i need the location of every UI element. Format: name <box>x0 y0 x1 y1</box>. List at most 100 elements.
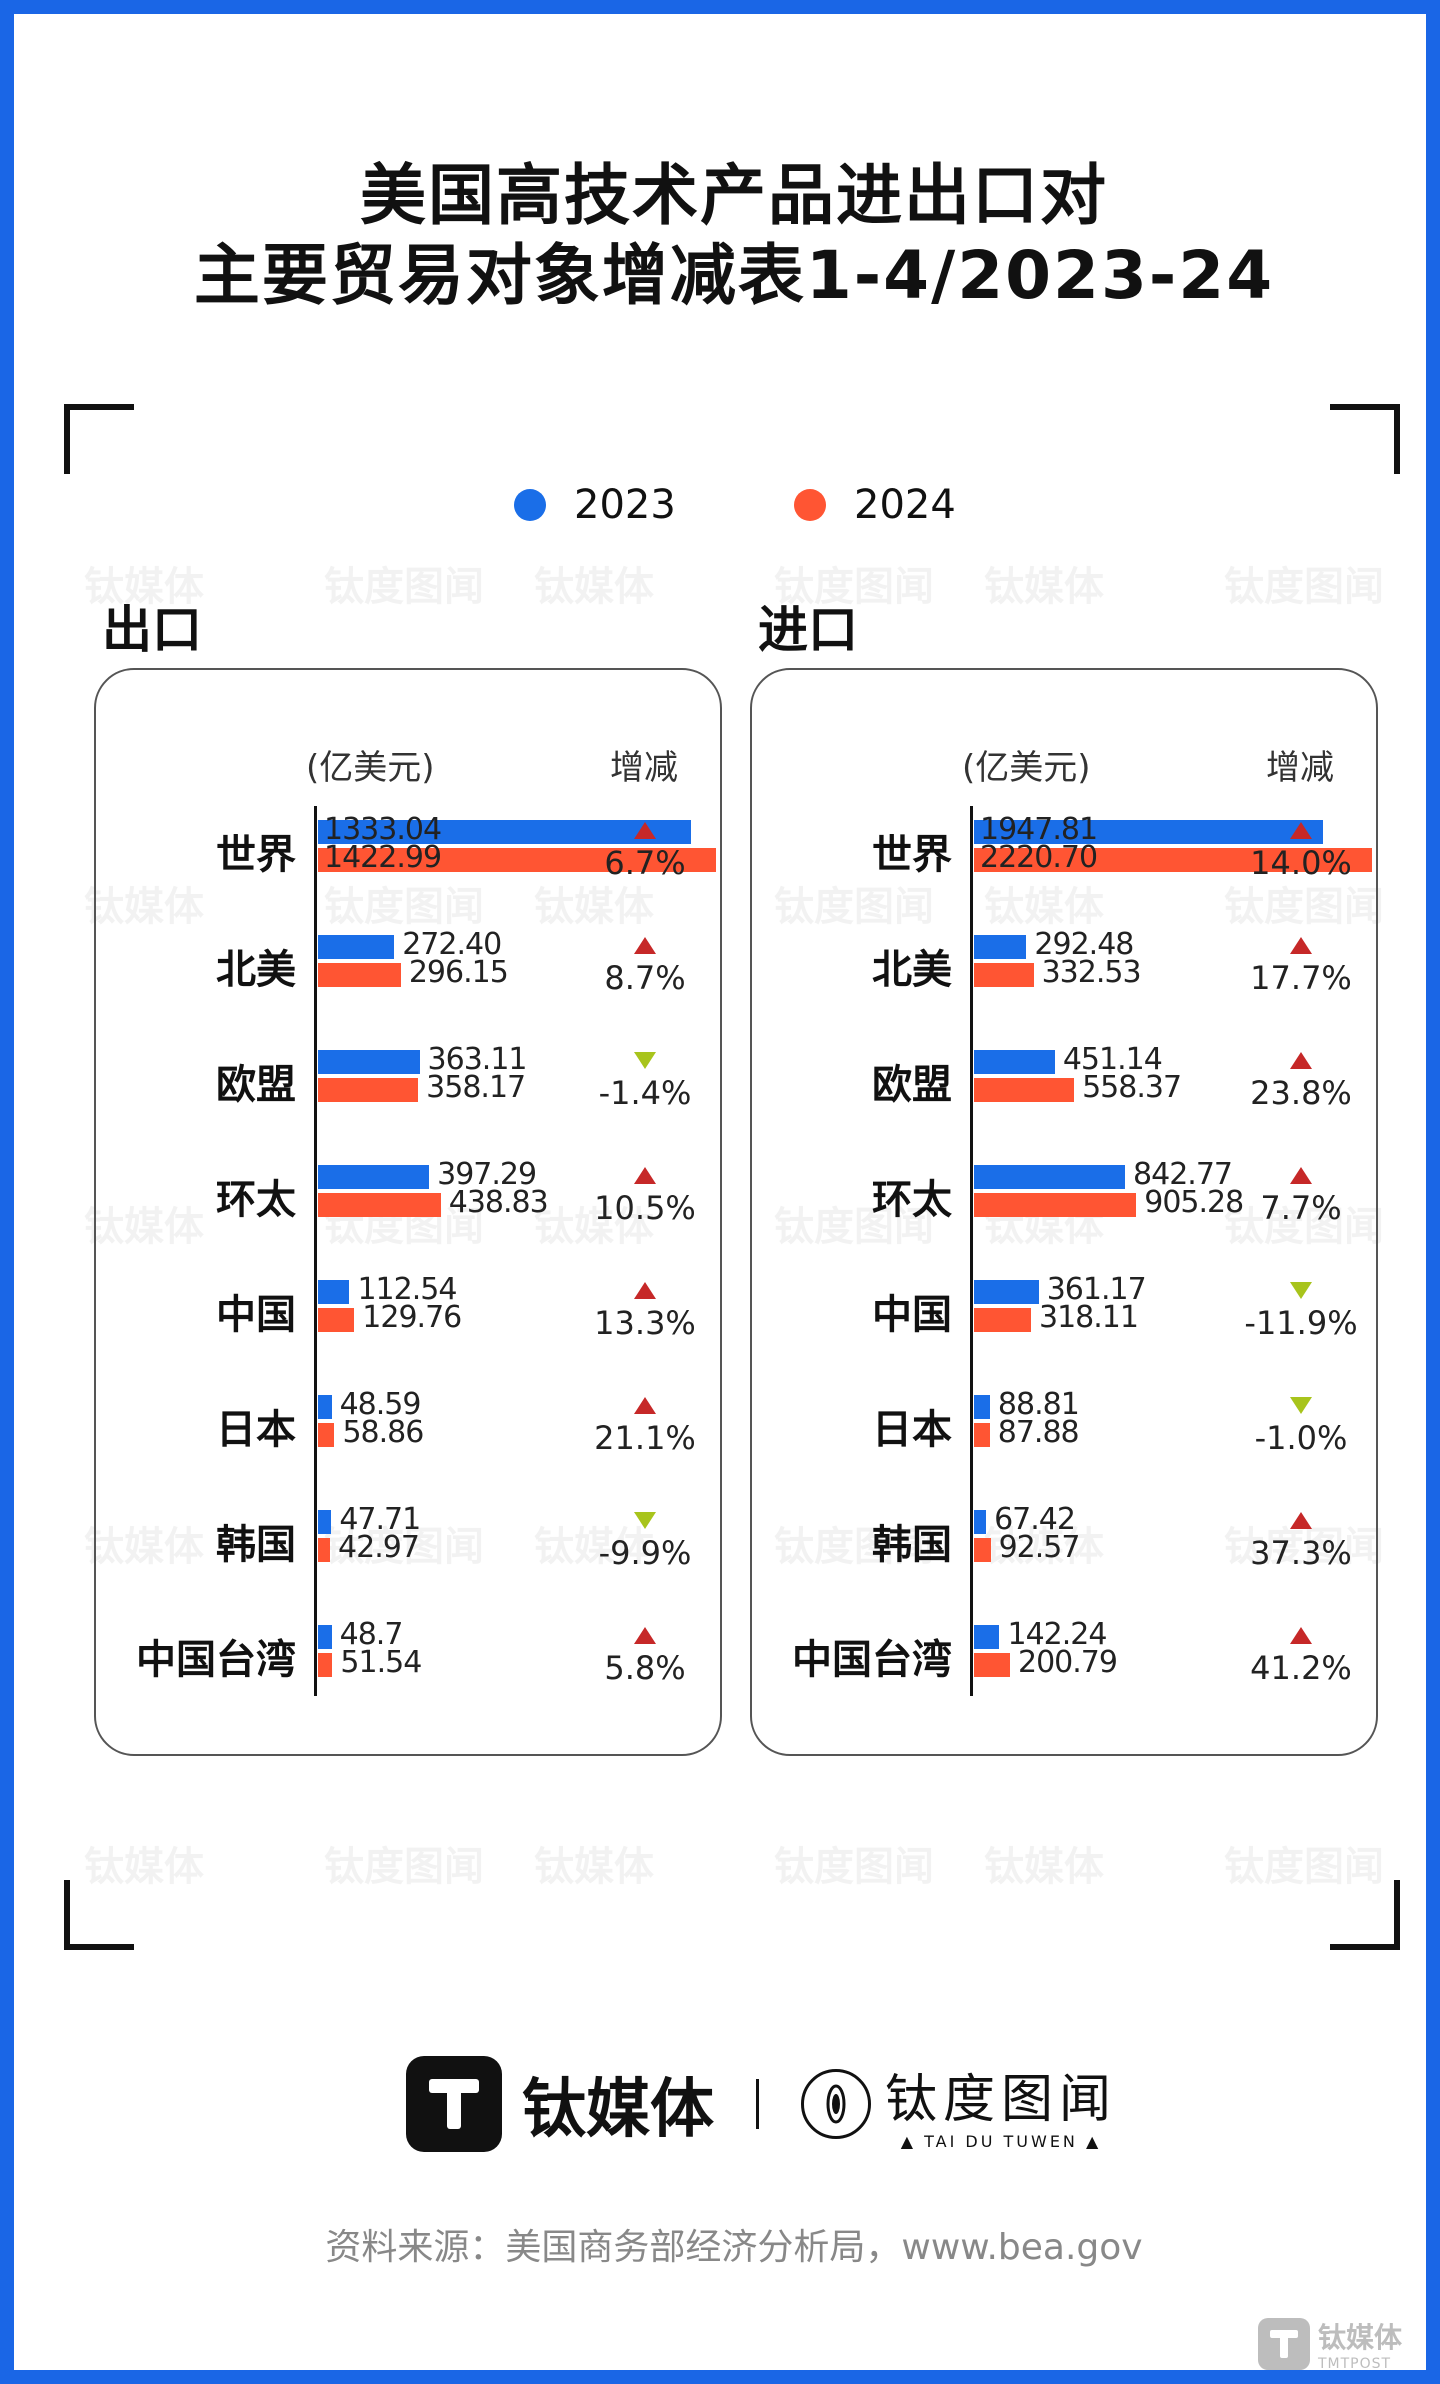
change-percent: 7.7% <box>1260 1189 1342 1227</box>
row-label: 环太 <box>872 1177 952 1223</box>
watermark: 钛度图闻 <box>324 1844 484 1890</box>
up-arrow-icon <box>634 1167 656 1184</box>
bar-2023 <box>974 1165 1126 1189</box>
export-panel: (亿美元) 增减 世界 1333.04 1422.99 6.7% 北美 272.40 296… <box>94 668 722 1756</box>
corner-bracket-bottom-right <box>1330 1880 1400 1950</box>
value-label-2024: 905.28 <box>1144 1185 1244 1220</box>
change-percent: -1.0% <box>1254 1419 1348 1457</box>
legend-dot-2024 <box>794 489 826 521</box>
value-label-2024: 58.86 <box>342 1415 424 1450</box>
brand-separator <box>756 2079 759 2129</box>
title-line-1: 美国高技术产品进出口对 <box>360 157 1108 234</box>
bar-2024 <box>318 848 716 872</box>
change-percent: 6.7% <box>604 844 686 882</box>
value-label-2024: 2220.70 <box>980 840 1098 875</box>
bar-2024 <box>318 1423 335 1447</box>
row-label: 中国 <box>216 1292 296 1338</box>
row-label: 中国台湾 <box>136 1637 296 1683</box>
change-percent: 21.1% <box>594 1419 696 1457</box>
watermark: 钛度图闻 <box>774 1844 934 1890</box>
row-label: 日本 <box>872 1407 952 1453</box>
up-arrow-icon <box>634 1397 656 1414</box>
down-arrow-icon <box>634 1052 656 1069</box>
value-label-2023: 272.40 <box>402 927 502 962</box>
bar-2023 <box>318 1510 332 1534</box>
import-panel: (亿美元) 增减 世界 1947.81 2220.70 14.0% 北美 292.48 33… <box>750 668 1378 1756</box>
bar-2024 <box>318 1308 355 1332</box>
section-label-export: 出口 <box>102 601 202 659</box>
bar-2024 <box>974 848 1372 872</box>
row-label: 韩国 <box>216 1522 296 1568</box>
legend-item-2024: 2024 <box>794 480 956 530</box>
corner-bracket-top-left <box>64 404 134 474</box>
up-arrow-icon <box>634 1282 656 1299</box>
value-label-2023: 48.7 <box>339 1617 404 1652</box>
row-label: 中国台湾 <box>792 1637 952 1683</box>
bar-2023 <box>974 820 1324 844</box>
up-arrow-icon <box>1290 1052 1312 1069</box>
value-label-2023: 842.77 <box>1133 1157 1233 1192</box>
up-arrow-icon <box>634 822 656 839</box>
value-label-2023: 1333.04 <box>324 812 442 847</box>
watermark: 钛度图闻 <box>1224 564 1384 610</box>
value-label-2023: 47.71 <box>339 1502 421 1537</box>
watermark: 钛媒体 <box>984 564 1104 610</box>
down-arrow-icon <box>1290 1282 1312 1299</box>
bar-2023 <box>974 1395 990 1419</box>
change-header: 增减 <box>610 748 678 788</box>
value-label-2023: 67.42 <box>994 1502 1076 1537</box>
legend-item-2023: 2023 <box>514 480 676 530</box>
value-label-2023: 112.54 <box>357 1272 457 1307</box>
value-label-2024: 558.37 <box>1082 1070 1182 1105</box>
bar-2024 <box>318 1078 419 1102</box>
change-percent: -9.9% <box>598 1534 692 1572</box>
row-label: 中国 <box>872 1292 952 1338</box>
value-label-2024: 332.53 <box>1041 955 1142 990</box>
brand2-name: 钛度图闻 <box>885 2070 1118 2130</box>
bar-2024 <box>974 1653 1010 1677</box>
change-percent: 17.7% <box>1250 959 1352 997</box>
value-label-2024: 51.54 <box>340 1645 422 1680</box>
value-label-2023: 451.14 <box>1062 1042 1163 1077</box>
change-percent: -1.4% <box>598 1074 692 1112</box>
value-label-2024: 129.76 <box>362 1300 462 1335</box>
down-arrow-icon <box>634 1512 656 1529</box>
eye-logo-icon <box>801 2069 871 2139</box>
bar-2024 <box>974 963 1034 987</box>
value-label-2024: 42.97 <box>338 1530 420 1565</box>
bar-2024 <box>974 1078 1075 1102</box>
value-label-2023: 88.81 <box>997 1387 1080 1422</box>
section-label-import: 进口 <box>758 601 858 659</box>
bar-2024 <box>318 1193 441 1217</box>
value-label-2024: 438.83 <box>448 1185 549 1220</box>
change-percent: 14.0% <box>1250 844 1352 882</box>
brand-name: 钛媒体 <box>522 2073 714 2147</box>
unit-label: (亿美元) <box>306 748 435 788</box>
bar-2023 <box>318 1165 430 1189</box>
bar-2024 <box>318 1653 333 1677</box>
change-percent: -11.9% <box>1244 1304 1358 1342</box>
bar-2023 <box>974 1050 1055 1074</box>
change-header: 增减 <box>1266 748 1334 788</box>
up-arrow-icon <box>1290 822 1312 839</box>
change-percent: 5.8% <box>604 1649 686 1687</box>
up-arrow-icon <box>1290 937 1312 954</box>
row-label: 北美 <box>872 947 952 993</box>
bar-2023 <box>974 1280 1039 1304</box>
up-arrow-icon <box>1290 1627 1312 1644</box>
value-label-2023: 292.48 <box>1034 927 1134 962</box>
change-percent: 41.2% <box>1250 1649 1352 1687</box>
bar-2024 <box>974 1423 990 1447</box>
corner-brand-sub: TMTPOST <box>1318 2356 1392 2372</box>
value-label-2024: 1422.99 <box>324 840 442 875</box>
corner-brand: 钛媒体 TMTPOST <box>1258 2316 1403 2372</box>
bar-2023 <box>318 1280 350 1304</box>
value-label-2023: 48.59 <box>339 1387 422 1422</box>
corner-brand-name: 钛媒体 <box>1318 2321 1403 2354</box>
axis-line <box>970 806 973 1696</box>
row-label: 北美 <box>216 947 296 993</box>
value-label-2023: 361.17 <box>1046 1272 1147 1307</box>
up-arrow-icon <box>634 1627 656 1644</box>
corner-logo-icon <box>1258 2318 1310 2370</box>
